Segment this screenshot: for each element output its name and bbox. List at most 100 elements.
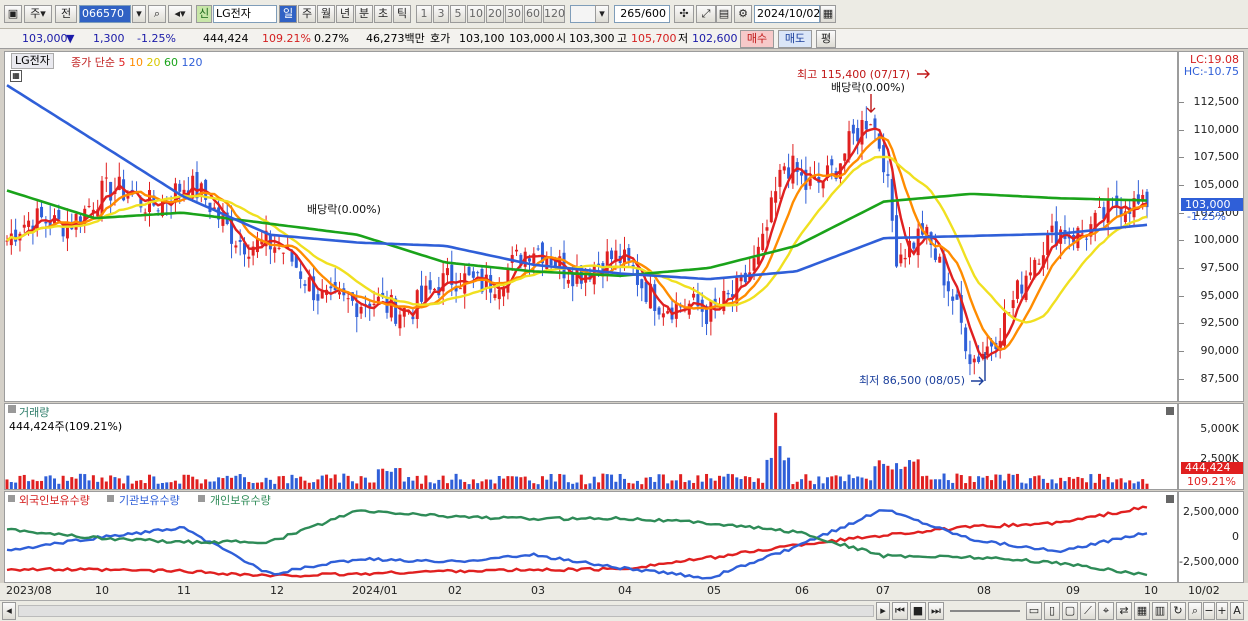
interval-button-120[interactable]: 120 — [543, 5, 565, 23]
volume-bar — [385, 471, 389, 489]
candle-body — [800, 172, 804, 176]
scroll-track[interactable] — [18, 605, 874, 617]
price-tick-mark-0 — [1179, 378, 1184, 380]
calendar-icon[interactable]: ▦ — [820, 5, 836, 23]
buy-button[interactable]: 매수 — [740, 30, 774, 48]
search-icon[interactable]: ⌕ — [148, 5, 166, 23]
interval-dropdown-icon[interactable]: ▾ — [595, 5, 609, 23]
zoom-in-icon[interactable]: + — [1216, 602, 1228, 620]
period-button-4[interactable]: 분 — [355, 5, 373, 23]
volume-bar — [143, 483, 147, 489]
interval-button-3[interactable]: 3 — [433, 5, 449, 23]
market-select[interactable]: 주▾ — [24, 5, 52, 23]
font-size-icon[interactable]: A — [1230, 602, 1244, 620]
zoom-slider[interactable] — [950, 610, 1020, 612]
chart-icon[interactable]: ▦ — [1134, 602, 1150, 620]
interval-button-1[interactable]: 1 — [416, 5, 432, 23]
close-panel2-icon[interactable] — [1166, 495, 1174, 503]
candle-body — [489, 275, 493, 293]
tool-icon[interactable]: ⌖ — [1098, 602, 1114, 620]
grid-icon[interactable]: ▥ — [1152, 602, 1168, 620]
split-icon[interactable]: ▯ — [1044, 602, 1060, 620]
volume-bar — [1020, 482, 1024, 489]
volume-bar — [743, 476, 747, 489]
volume-chart[interactable] — [5, 404, 1177, 489]
period-button-6[interactable]: 틱 — [393, 5, 411, 23]
volume-bar — [230, 477, 234, 489]
sound-icon[interactable]: ◂▾ — [168, 5, 192, 23]
candle-body — [346, 298, 350, 300]
window-icon[interactable]: ▢ — [1062, 602, 1078, 620]
change-pct: -1.25% — [137, 32, 176, 45]
period-button-2[interactable]: 월 — [317, 5, 335, 23]
candle-body — [57, 210, 61, 220]
date-field[interactable]: 2024/10/02 — [754, 5, 820, 23]
code-dropdown-icon[interactable]: ▾ — [132, 5, 146, 23]
holdings-panel[interactable]: 외국인보유수량 기관보유수량 개인보유수량 — [4, 491, 1178, 583]
save-icon[interactable]: ▤ — [716, 5, 732, 23]
volume-bar — [70, 477, 74, 489]
volume-bar — [1046, 482, 1050, 489]
volume-bar — [346, 475, 350, 489]
volume-bar — [1007, 473, 1011, 489]
period-button-3[interactable]: 년 — [336, 5, 354, 23]
candle-body — [100, 180, 104, 215]
volume-bar — [912, 461, 916, 489]
price-chart-panel[interactable]: 최고 115,400 (07/17) 배당락(0.00%) 배당락(0.00%) 최저… — [4, 51, 1178, 402]
window-menu-icon[interactable]: ▣ — [4, 5, 22, 23]
period-button-1[interactable]: 주 — [298, 5, 316, 23]
interval-button-10[interactable]: 10 — [467, 5, 485, 23]
holdings-chart[interactable] — [5, 492, 1177, 582]
refresh-icon[interactable]: ↻ — [1170, 602, 1186, 620]
volume-bar — [91, 475, 95, 489]
indiv-holdings-label: 개인보유수량 — [210, 494, 271, 507]
crosshair-icon[interactable]: ✣ — [674, 5, 694, 23]
rewind-icon[interactable]: ⏮ — [892, 602, 908, 620]
candle-body — [566, 279, 570, 284]
eval-button[interactable]: 평 — [816, 30, 836, 48]
interval-button-20[interactable]: 20 — [486, 5, 504, 23]
volume-bar — [1080, 478, 1084, 489]
candle-body — [1015, 280, 1019, 299]
draw-line-icon[interactable]: ⟋ — [1080, 602, 1096, 620]
count-field[interactable]: 265/600 — [614, 5, 670, 23]
stock-tag[interactable]: LG전자 — [11, 53, 54, 69]
period-button-0[interactable]: 일 — [279, 5, 297, 23]
volume-bar — [40, 480, 44, 489]
layout-icon[interactable]: ▭ — [1026, 602, 1042, 620]
period-button-5[interactable]: 초 — [374, 5, 392, 23]
price-chart[interactable]: 최고 115,400 (07/17)배당락(0.00%)배당락(0.00%)최저… — [5, 52, 1177, 401]
candle-body — [635, 268, 639, 285]
stock-code-input[interactable]: 066570 — [79, 5, 131, 23]
gear-icon[interactable]: ⚙ — [734, 5, 752, 23]
stop-icon[interactable]: ■ — [910, 602, 926, 620]
volume-bar — [925, 475, 929, 489]
zoom-search-icon[interactable]: ⌕ — [1188, 602, 1202, 620]
open-label: 시 — [556, 32, 567, 45]
candle-body — [515, 249, 519, 252]
stock-name-field[interactable]: LG전자 — [213, 5, 277, 23]
candle-body — [238, 240, 242, 242]
scroll-left-icon[interactable]: ◂ — [2, 602, 16, 620]
low-label: 저 — [678, 32, 689, 45]
credit-badge: 신 — [196, 5, 212, 23]
close-panel-icon[interactable] — [1166, 407, 1174, 415]
price-tick-mark-1 — [1179, 351, 1184, 353]
share-icon[interactable]: ⇄ — [1116, 602, 1132, 620]
fast-forward-icon[interactable]: ⏭ — [928, 602, 944, 620]
interval-button-5[interactable]: 5 — [450, 5, 466, 23]
volume-bar — [968, 476, 972, 489]
volume-bar — [838, 476, 842, 489]
interval-button-30[interactable]: 30 — [505, 5, 523, 23]
candle-body — [109, 181, 113, 201]
period-type-button[interactable]: 전 — [55, 5, 77, 23]
volume-bar — [985, 475, 989, 489]
grid-toggle-icon[interactable]: ▦ — [10, 70, 22, 82]
zoom-out-icon[interactable]: − — [1203, 602, 1215, 620]
expand-icon[interactable]: ⤢ — [696, 5, 716, 23]
sell-button[interactable]: 매도 — [778, 30, 812, 48]
interval-button-60[interactable]: 60 — [524, 5, 542, 23]
scroll-right-icon[interactable]: ▸ — [876, 602, 890, 620]
candle-body — [450, 264, 454, 285]
volume-panel[interactable]: 거래량 444,424주(109.21%) — [4, 403, 1178, 490]
